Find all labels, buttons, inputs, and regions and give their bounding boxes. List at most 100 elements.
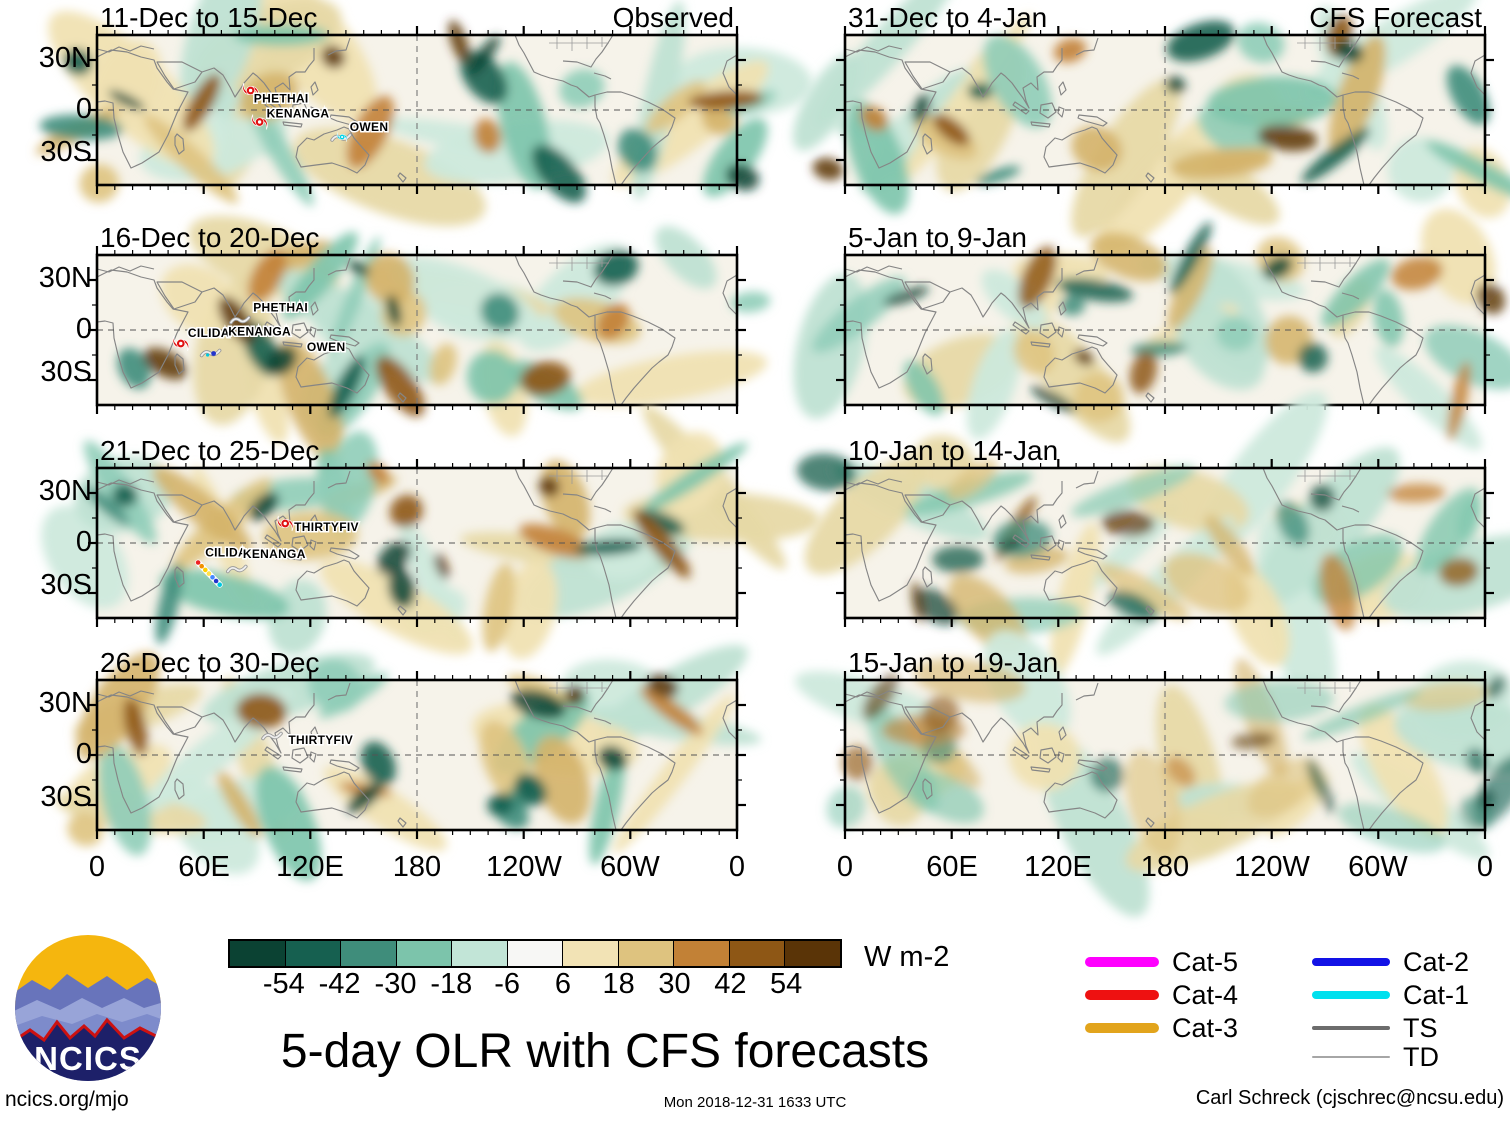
storm-marker-cilida [195,559,223,588]
colorbar-cell [396,941,453,966]
coastlines [96,467,738,619]
storm-label: OWEN [307,340,346,354]
site-link: ncics.org/mjo [5,1088,129,1111]
colorbar-cell [341,941,397,966]
legend-item-cat-4: Cat-4 [1085,979,1238,1011]
legend-line-cat-1 [1312,991,1390,999]
colorbar-tick-label: 54 [770,968,803,1000]
y-axis-label: 30N [38,42,92,74]
storm-marker-thirtyfiv [276,515,294,532]
coastlines [96,679,738,831]
y-axis-label: 0 [75,93,92,125]
coastlines [844,679,1486,831]
legend-line-cat-3 [1085,1023,1159,1033]
colorbar-cell [285,941,342,966]
x-axis-label: 120E [276,851,344,883]
map-panel-1 [793,0,1510,257]
panel-corner-label: Observed [612,2,734,33]
colorbar-tick-label: 42 [714,968,747,1000]
x-axis-label: 60W [600,851,660,883]
storm-label: OWEN [350,120,389,134]
legend-item-cat-2: Cat-2 [1312,946,1469,978]
colorbar-cell [507,941,564,966]
ncics-logo: NCICS [15,935,161,1081]
legend-label: Cat-4 [1172,980,1239,1010]
panel-title: 15-Jan to 19-Jan [848,647,1059,678]
legend-label: Cat-5 [1172,947,1239,977]
storm-marker-owen [330,132,352,142]
legend-item-cat-1: Cat-1 [1312,979,1469,1011]
y-axis-label: 30N [38,262,92,294]
panel-corner-label: CFS Forecast [1309,2,1482,33]
map-panel-5 [796,391,1510,718]
legend-line-cat-5 [1085,957,1159,967]
legend-line-cat-2 [1312,958,1390,966]
colorbar-cell [563,941,619,966]
panel-title: 10-Jan to 14-Jan [848,435,1059,466]
map-panel-0: PHETHAI KENANGA OWEN [35,0,812,227]
x-axis-label: 60W [1348,851,1408,883]
colorbar-unit: W m-2 [864,941,950,973]
storm-label: THIRTYFIV [294,520,359,534]
y-axis-label: 30N [38,687,92,719]
panel-title: 21-Dec to 25-Dec [100,435,320,466]
colorbar-cell [452,941,508,966]
storm-marker-kenanga [199,348,222,358]
map-panel-3 [793,208,1510,451]
x-axis-label: 0 [728,851,746,883]
panel-title: 5-Jan to 9-Jan [848,222,1027,253]
colorbar-tick-label: -54 [262,968,305,1000]
y-axis-label: 30S [40,569,92,601]
legend-item-ts: TS [1312,1012,1438,1044]
storm-label: PHETHAI [254,92,309,106]
map-panel-4: THIRTYFIV CILIDA KENANGA [41,405,820,659]
legend-label: Cat-3 [1172,1013,1239,1043]
colorbar-tick-label: -42 [318,968,361,1000]
x-axis-label: 180 [1140,851,1190,883]
legend-label: TS [1403,1013,1438,1043]
storm-marker-thirtyfiv [261,731,283,741]
storm-marker-kenanga [251,114,268,130]
y-axis-label: 30S [40,781,92,813]
colorbar-tick-label: 6 [554,968,571,1000]
x-axis-label: 60E [178,851,230,883]
storm-marker-phethai [229,315,251,325]
coastlines [96,254,738,406]
y-axis-label: 0 [75,738,92,770]
panel-title: 31-Dec to 4-Jan [848,2,1048,33]
x-axis-label: 120W [486,851,562,883]
y-axis-label: 30S [40,136,92,168]
storm-label: PHETHAI [253,300,308,314]
x-axis-label: 60E [926,851,978,883]
map-panel-7 [795,629,1510,917]
y-axis-label: 0 [75,526,92,558]
legend-line-ts [1312,1026,1390,1030]
colorbar-tick-label: -6 [494,968,520,1000]
storm-label: KENANGA [243,547,306,561]
logo-text: NCICS [34,1040,142,1077]
x-axis-label: 0 [1476,851,1494,883]
legend-item-cat-5: Cat-5 [1085,946,1238,978]
panel-title: 16-Dec to 20-Dec [100,222,320,253]
colorbar-cell [674,941,730,966]
x-axis-label: 120E [1024,851,1092,883]
x-axis-label: 120W [1234,851,1310,883]
colorbar-cell [230,941,286,966]
colorbar-cell [729,941,786,966]
colorbar-tick-label: 30 [658,968,691,1000]
storm-label: CILIDA [188,326,230,340]
credit: Carl Schreck (cjschrec@ncsu.edu) [1195,1087,1504,1109]
legend-line-cat-4 [1085,990,1159,1000]
storm-label: THIRTYFIV [288,733,353,747]
x-axis-label: 0 [88,851,106,883]
figure-title: 5-day OLR with CFS forecasts [280,1025,930,1078]
legend-label: Cat-1 [1403,980,1470,1010]
storm-marker-phethai [242,82,259,99]
coastlines [96,34,738,186]
legend-line-td [1312,1056,1390,1058]
legend-label: Cat-2 [1403,947,1470,977]
x-axis-label: 0 [836,851,854,883]
storm-label: KENANGA [228,324,291,338]
colorbar-tick-label: -30 [374,968,417,1000]
